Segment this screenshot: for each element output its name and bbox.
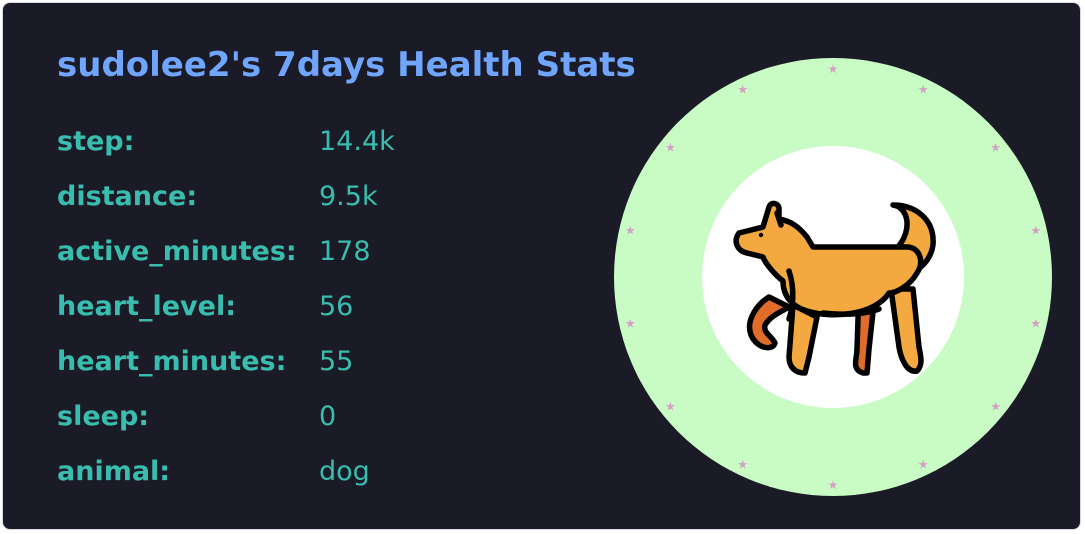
star-icon: ★ [1030, 224, 1041, 238]
stat-label: heart_minutes: [57, 346, 287, 377]
stat-value: 55 [319, 346, 354, 377]
stat-label: active_minutes: [57, 236, 297, 267]
stat-value: 14.4k [319, 126, 395, 157]
stat-value: dog [319, 456, 370, 487]
star-decorations: ★ ★ ★ ★ ★ ★ ★ ★ ★ ★ ★ ★ ★ ★ [625, 62, 1041, 492]
star-icon: ★ [665, 400, 676, 414]
stat-value: 56 [319, 291, 354, 322]
star-icon: ★ [990, 140, 1001, 154]
star-icon: ★ [828, 478, 839, 492]
star-icon: ★ [918, 83, 929, 97]
stat-label: animal: [57, 456, 171, 487]
star-icon: ★ [737, 457, 748, 471]
card-title: sudolee2's 7days Health Stats [57, 45, 636, 85]
star-icon: ★ [737, 83, 748, 97]
stat-label: heart_level: [57, 291, 237, 322]
stat-value: 178 [319, 236, 371, 267]
stat-label: distance: [57, 181, 198, 212]
star-icon: ★ [1030, 316, 1041, 330]
star-icon: ★ [625, 224, 636, 238]
star-icon: ★ [990, 400, 1001, 414]
star-icon: ★ [828, 62, 839, 76]
stat-label: step: [57, 126, 135, 157]
animal-badge: ★ ★ ★ ★ ★ ★ ★ ★ ★ ★ ★ ★ ★ ★ [614, 58, 1052, 496]
star-icon: ★ [625, 316, 636, 330]
star-icon: ★ [665, 140, 676, 154]
stat-value: 0 [319, 401, 337, 432]
star-icon: ★ [918, 457, 929, 471]
stat-label: sleep: [57, 401, 150, 432]
dog-icon [733, 200, 936, 376]
stat-value: 9.5k [319, 181, 378, 212]
